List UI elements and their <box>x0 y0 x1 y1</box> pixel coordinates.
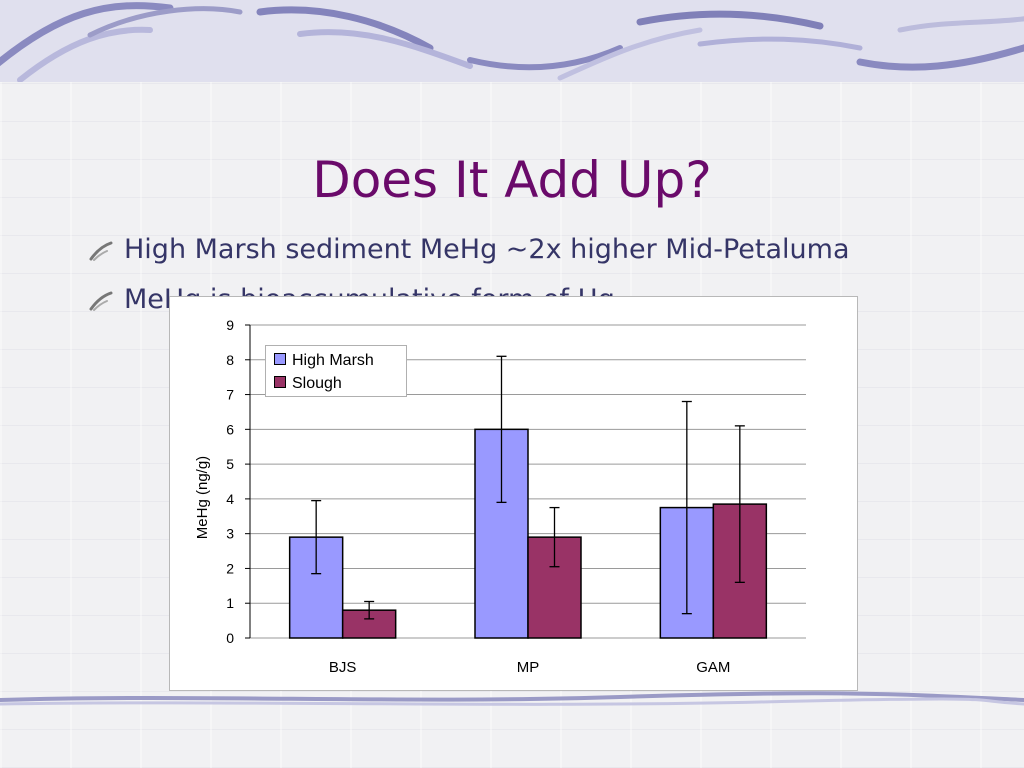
y-tick-label: 3 <box>226 526 234 542</box>
y-tick-label: 9 <box>226 317 234 333</box>
x-category-label: BJS <box>329 659 357 676</box>
legend-item-slough: Slough <box>274 374 342 394</box>
y-tick-label: 6 <box>226 421 234 437</box>
feather-bullet-icon <box>89 291 113 311</box>
y-tick-label: 5 <box>226 456 234 472</box>
legend-swatch <box>274 353 286 365</box>
y-tick-label: 1 <box>226 595 234 611</box>
feather-bullet-icon <box>89 241 113 261</box>
chart-legend: High Marsh Slough <box>265 345 407 397</box>
bullet-text: High Marsh sediment MeHg ~2x higher Mid-… <box>124 234 850 265</box>
y-tick-label: 2 <box>226 560 234 576</box>
legend-swatch <box>274 376 286 388</box>
slide-title: Does It Add Up? <box>312 151 712 209</box>
bullet-item: High Marsh sediment MeHg ~2x higher Mid-… <box>88 230 850 270</box>
y-axis-title: MeHg (ng/g) <box>194 456 211 539</box>
y-tick-label: 7 <box>226 387 234 403</box>
legend-label: Slough <box>292 375 342 392</box>
x-category-label: MP <box>517 659 540 676</box>
y-tick-label: 8 <box>226 352 234 368</box>
legend-item-high-marsh: High Marsh <box>274 351 374 371</box>
decorative-footer-line <box>0 691 1024 706</box>
y-tick-label: 4 <box>226 491 234 507</box>
x-category-label: GAM <box>696 659 730 676</box>
legend-label: High Marsh <box>292 352 374 369</box>
decorative-header-band <box>0 0 1024 82</box>
chart-panel: 0 1 2 3 4 5 6 7 8 9 MeHg (ng/g) BJS MP GAM High Marsh… <box>169 296 858 691</box>
y-tick-label: 0 <box>226 630 234 646</box>
